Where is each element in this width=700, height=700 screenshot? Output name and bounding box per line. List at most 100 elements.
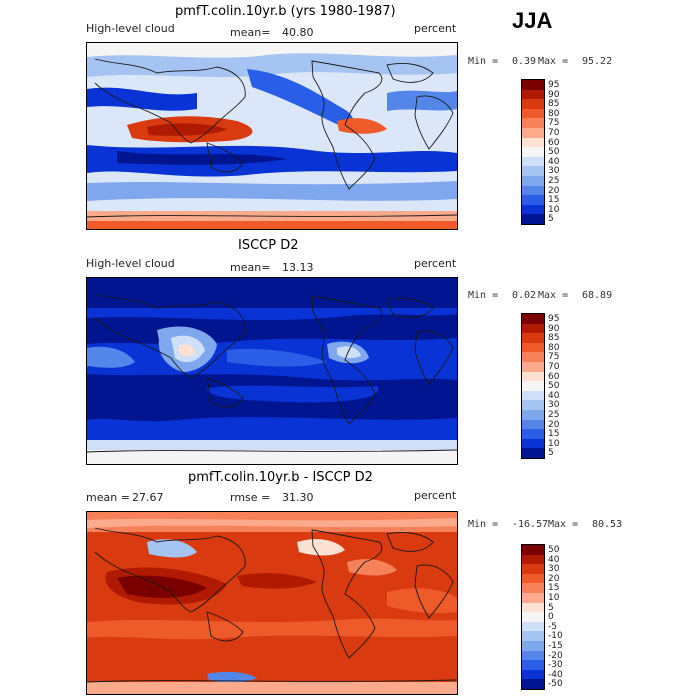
panel2-mean-label: mean=	[230, 261, 271, 274]
colorbar-swatch	[522, 80, 544, 90]
colorbar-swatch	[522, 564, 544, 574]
colorbar-swatch	[522, 419, 544, 430]
colorbar-swatch	[522, 371, 544, 382]
panel1-max-label: Max =	[538, 56, 569, 67]
colorbar-swatch	[522, 640, 544, 651]
colorbar-swatch	[522, 127, 544, 138]
panel3-rmse-value: 31.30	[282, 491, 314, 504]
colorbar-swatch	[522, 660, 544, 670]
colorbar-level-label: 85	[548, 99, 560, 110]
colorbar-level-label: 80	[548, 108, 560, 119]
colorbar-level-label: -50	[548, 679, 563, 690]
panel1-min-value: 0.39	[512, 56, 537, 67]
panel1-units: percent	[414, 22, 457, 35]
colorbar-swatch	[522, 333, 544, 343]
panel3-mean-label: mean =	[86, 491, 130, 504]
colorbar-level-label: 90	[548, 323, 560, 334]
colorbar-swatch	[522, 166, 544, 176]
panel3-min-value: -16.57	[512, 519, 549, 530]
colorbar-level-label: 60	[548, 137, 560, 148]
panel1-colorbar	[521, 79, 545, 225]
panel2-variable-label: High-level cloud	[86, 257, 175, 270]
colorbar-swatch	[522, 204, 544, 215]
colorbar-swatch	[522, 554, 544, 565]
colorbar-level-label: -15	[548, 641, 563, 651]
panel2-max-value: 68.89	[582, 290, 613, 301]
panel1-mean-label: mean=	[230, 26, 271, 39]
colorbar-level-label: 90	[548, 89, 560, 100]
colorbar-swatch	[522, 390, 544, 401]
colorbar-swatch	[522, 429, 544, 439]
colorbar-swatch	[522, 214, 544, 224]
panel3-min-label: Min =	[468, 519, 499, 530]
colorbar-swatch	[522, 612, 544, 622]
colorbar-level-label: 5	[548, 448, 554, 459]
colorbar-level-label: 85	[548, 333, 560, 344]
colorbar-level-label: 5	[548, 602, 554, 613]
panel3-title: pmfT.colin.10yr.b - ISCCP D2	[188, 470, 373, 485]
colorbar-swatch	[522, 438, 544, 449]
colorbar-swatch	[522, 175, 544, 186]
colorbar-swatch	[522, 592, 544, 603]
colorbar-swatch	[522, 409, 544, 420]
colorbar-level-label: 30	[548, 400, 560, 411]
colorbar-level-label: 15	[548, 429, 560, 440]
colorbar-level-label: 10	[548, 593, 560, 603]
colorbar-level-label: 75	[548, 352, 560, 363]
colorbar-level-label: -10	[548, 631, 563, 642]
colorbar-swatch	[522, 602, 544, 613]
panel2-min-value: 0.02	[512, 290, 537, 301]
colorbar-swatch	[522, 669, 544, 680]
season-label: JJA	[512, 8, 553, 33]
colorbar-level-label: 75	[548, 118, 560, 129]
colorbar-swatch	[522, 448, 544, 458]
colorbar-level-label: 30	[548, 564, 560, 575]
colorbar-swatch	[522, 89, 544, 100]
colorbar-level-label: 50	[548, 545, 560, 555]
colorbar-swatch	[522, 314, 544, 324]
colorbar-swatch	[522, 352, 544, 362]
panel3-mean-value: 27.67	[132, 491, 164, 504]
panel3-max-value: 80.53	[592, 519, 623, 530]
colorbar-swatch	[522, 573, 544, 584]
panel1-title: pmfT.colin.10yr.b (yrs 1980-1987)	[175, 4, 396, 19]
colorbar-swatch	[522, 400, 544, 410]
colorbar-level-label: -20	[548, 650, 563, 661]
panel1-mean-value: 40.80	[282, 26, 314, 39]
colorbar-swatch	[522, 621, 544, 632]
colorbar-swatch	[522, 361, 544, 372]
colorbar-level-label: 25	[548, 176, 560, 186]
colorbar-level-label: 95	[548, 80, 560, 90]
panel2-units: percent	[414, 257, 457, 270]
colorbar-swatch	[522, 137, 544, 148]
colorbar-swatch	[522, 195, 544, 205]
panel1-variable-label: High-level cloud	[86, 22, 175, 35]
colorbar-level-label: 15	[548, 583, 560, 594]
colorbar-level-label: 50	[548, 147, 560, 158]
colorbar-swatch	[522, 156, 544, 167]
panel2-title: ISCCP D2	[238, 238, 299, 253]
panel2-max-label: Max =	[538, 290, 569, 301]
panel1-map	[86, 42, 458, 230]
panel2-min-label: Min =	[468, 290, 499, 301]
colorbar-level-label: 10	[548, 438, 560, 449]
colorbar-swatch	[522, 147, 544, 157]
colorbar-level-label: 70	[548, 128, 560, 138]
colorbar-level-label: 60	[548, 371, 560, 382]
colorbar-level-label: -30	[548, 660, 563, 671]
colorbar-level-label: 20	[548, 419, 560, 430]
colorbar-level-label: 95	[548, 314, 560, 324]
colorbar-swatch	[522, 381, 544, 391]
colorbar-level-label: 0	[548, 612, 554, 623]
panel2-map	[86, 277, 458, 465]
colorbar-swatch	[522, 583, 544, 593]
colorbar-swatch	[522, 118, 544, 128]
colorbar-swatch	[522, 679, 544, 689]
panel3-rmse-label: rmse =	[230, 491, 271, 504]
colorbar-swatch	[522, 650, 544, 661]
colorbar-level-label: 25	[548, 410, 560, 420]
panel1-max-value: 95.22	[582, 56, 613, 67]
colorbar-swatch	[522, 342, 544, 353]
colorbar-level-label: 40	[548, 156, 560, 167]
colorbar-swatch	[522, 108, 544, 119]
